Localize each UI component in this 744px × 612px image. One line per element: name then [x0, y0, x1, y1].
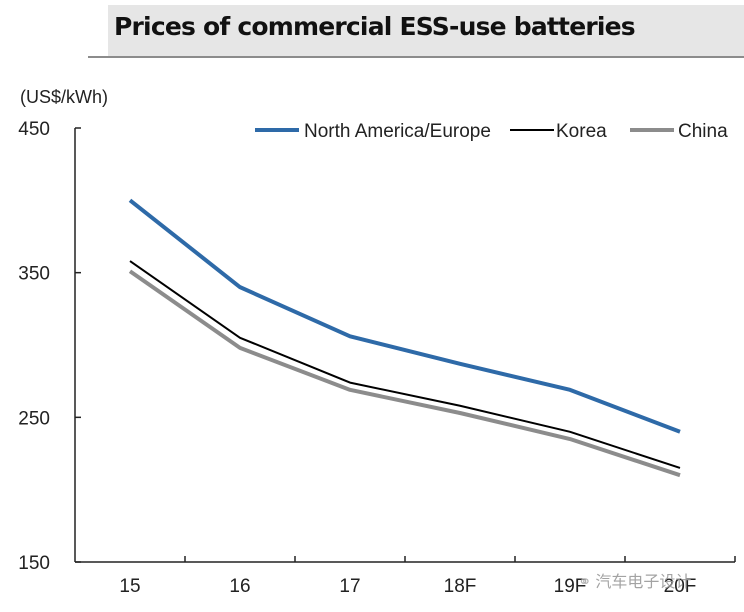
watermark: ⚭ 汽车电子设计: [578, 568, 691, 592]
x-tick-label: 17: [339, 576, 360, 597]
legend-label: China: [678, 121, 728, 142]
y-tick-label: 350: [18, 264, 50, 285]
y-axis-unit-label: (US$/kWh): [20, 87, 109, 107]
x-tick-label: 16: [229, 576, 250, 597]
series-layer: [128, 198, 681, 478]
wechat-icon: ⚭: [578, 572, 592, 591]
y-tick-label: 250: [18, 408, 50, 429]
series-line-china: [128, 269, 681, 478]
x-tick-label: 18F: [444, 576, 477, 597]
title-rule: [88, 56, 744, 58]
title-box: [108, 5, 744, 57]
series-line-korea: [129, 260, 681, 469]
axes: 150 250 350 450 15 16 17 18F 19F 20F: [18, 119, 736, 597]
x-tick-label: 20F: [664, 576, 697, 597]
legend-label: North America/Europe: [304, 121, 491, 142]
chart-title: Prices of commercial ESS-use batteries: [114, 12, 636, 41]
y-tick-label: 150: [18, 553, 50, 574]
y-tick-label: 450: [18, 119, 50, 140]
x-tick-label: 15: [119, 576, 140, 597]
x-tick-label: 19F: [554, 576, 587, 597]
watermark-text: 汽车电子设计: [595, 572, 692, 591]
series-line-north-america-europe: [128, 198, 681, 434]
legend: North America/Europe Korea China: [255, 121, 728, 142]
legend-label: Korea: [556, 121, 607, 142]
